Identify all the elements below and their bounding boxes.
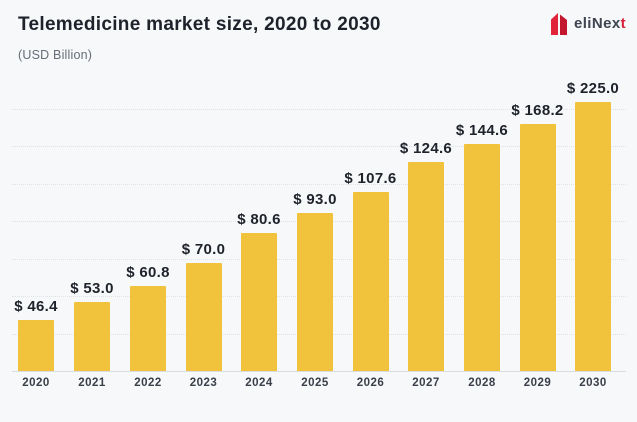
bar-value-label: $ 225.0 [566, 80, 620, 97]
gridline [12, 108, 626, 110]
elinext-logo-icon [550, 13, 567, 35]
gridline [12, 146, 626, 147]
bar [575, 102, 611, 371]
bar-value-label: $ 80.6 [237, 211, 281, 228]
x-tick-label: 2021 [78, 377, 106, 389]
bar-value-label: $ 144.6 [455, 122, 509, 139]
bar [18, 320, 54, 371]
elinext-logo-text: eliNext [573, 15, 626, 32]
x-tick-label: 2030 [579, 377, 607, 389]
gridline [12, 183, 626, 185]
bar-value-label: $ 107.6 [344, 170, 397, 187]
bar [464, 144, 500, 371]
chart-unit-subtitle: (USD Billion) [18, 48, 93, 62]
bar [241, 233, 277, 371]
x-tick-label: 2024 [245, 377, 273, 389]
bar [74, 302, 110, 371]
elinext-logo: eliNext [550, 11, 626, 36]
bar-value-label: $ 70.0 [181, 241, 226, 258]
page-title: Telemedicine market size, 2020 to 2030 [18, 14, 381, 35]
x-tick-label: 2022 [134, 377, 162, 389]
bar [297, 213, 333, 371]
bar-value-label: $ 168.2 [511, 102, 564, 119]
logo-accent-letter: t [620, 15, 626, 32]
x-tick-label: 2026 [356, 377, 385, 389]
x-tick-label: 2020 [22, 377, 50, 389]
x-axis-line [12, 371, 626, 372]
bar [130, 286, 166, 371]
bar [408, 162, 444, 371]
bar [519, 124, 556, 371]
bar-value-label: $ 60.8 [126, 264, 170, 281]
x-tick-label: 2025 [301, 377, 329, 389]
bar-value-label: $ 93.0 [293, 191, 337, 208]
x-tick-label: 2023 [189, 377, 218, 389]
x-tick-label: 2028 [468, 377, 496, 389]
bar [352, 192, 389, 371]
x-tick-label: 2029 [523, 377, 552, 389]
bar-value-label: $ 53.0 [70, 280, 114, 297]
bar [185, 263, 222, 371]
bar-value-label: $ 46.4 [14, 298, 58, 315]
bar-value-label: $ 124.6 [399, 140, 453, 157]
x-tick-label: 2027 [412, 377, 440, 389]
